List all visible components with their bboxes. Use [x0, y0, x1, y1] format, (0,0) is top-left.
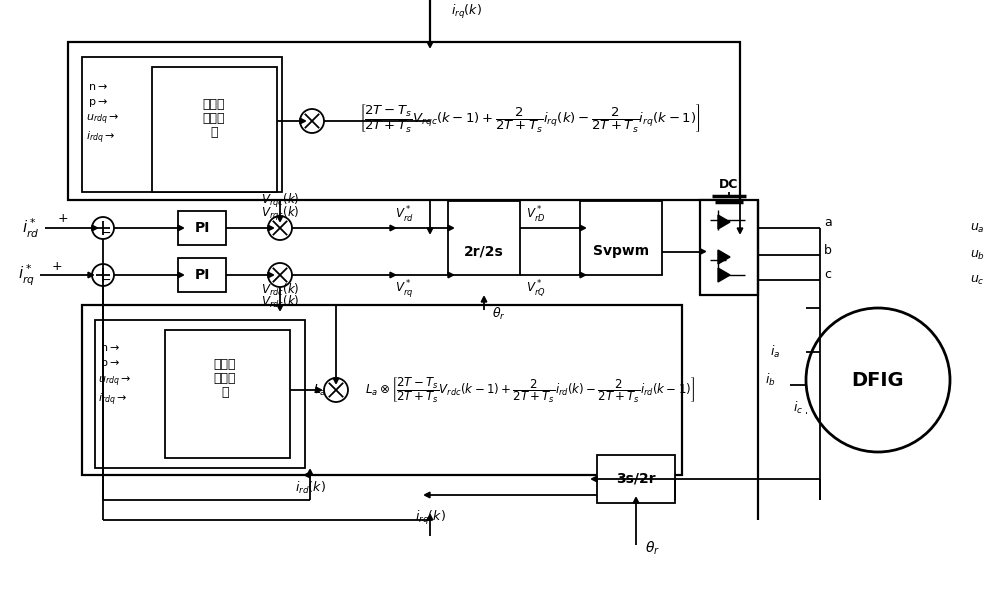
Text: 子群算: 子群算 — [203, 113, 225, 125]
Text: 随动粒: 随动粒 — [214, 358, 236, 370]
Bar — [178, 258, 226, 292]
Text: 法: 法 — [210, 126, 218, 140]
Text: PI: PI — [194, 268, 210, 282]
Text: a: a — [824, 217, 832, 229]
Polygon shape — [268, 272, 274, 278]
Polygon shape — [277, 305, 283, 311]
Text: $u_{rdq}$$\rightarrow$: $u_{rdq}$$\rightarrow$ — [98, 375, 131, 389]
Polygon shape — [300, 118, 306, 124]
Polygon shape — [92, 225, 98, 231]
Bar — [597, 455, 675, 503]
Text: $i_{rdq}$$\rightarrow$: $i_{rdq}$$\rightarrow$ — [86, 130, 115, 146]
Polygon shape — [268, 225, 274, 231]
Bar — [95, 320, 305, 468]
Polygon shape — [481, 296, 487, 302]
Polygon shape — [448, 272, 454, 278]
Text: $u_a$: $u_a$ — [970, 222, 985, 235]
Polygon shape — [427, 514, 433, 520]
Polygon shape — [737, 228, 743, 234]
Polygon shape — [307, 470, 313, 475]
Text: Svpwm: Svpwm — [593, 244, 649, 258]
Polygon shape — [277, 216, 283, 222]
Polygon shape — [633, 497, 639, 503]
Text: b: b — [824, 243, 832, 256]
Text: $\theta_r$: $\theta_r$ — [492, 306, 506, 322]
Text: DFIG: DFIG — [852, 370, 904, 389]
Polygon shape — [178, 272, 184, 278]
Text: $\left[\dfrac{2T-T_s}{2T+T_s}V_{rqc}(k-1)+\dfrac{2}{2T+T_s}i_{rq}(k)-\dfrac{2}{2: $\left[\dfrac{2T-T_s}{2T+T_s}V_{rqc}(k-1… — [359, 103, 701, 135]
Text: $V^*_{rq}$: $V^*_{rq}$ — [395, 278, 413, 300]
Text: $u_b$: $u_b$ — [970, 249, 985, 261]
Polygon shape — [580, 225, 586, 231]
Bar — [165, 330, 290, 458]
Text: $i_c$: $i_c$ — [793, 400, 803, 416]
Text: 3s/2r: 3s/2r — [616, 472, 656, 486]
Text: $L_a \otimes \left[\dfrac{2T-T_s}{2T+T_s}V_{rdc}(k-1)+\dfrac{2}{2T+T_s}i_{rd}(k): $L_a \otimes \left[\dfrac{2T-T_s}{2T+T_s… — [365, 375, 695, 405]
Bar — [178, 211, 226, 245]
Text: +: + — [58, 213, 68, 226]
Text: $V_{rdc}(k)$: $V_{rdc}(k)$ — [261, 282, 299, 298]
Polygon shape — [700, 249, 706, 254]
Text: $i_{rdq}$$\rightarrow$: $i_{rdq}$$\rightarrow$ — [98, 392, 127, 408]
Text: $i_b$: $i_b$ — [765, 372, 776, 388]
Text: $i_a$: $i_a$ — [770, 344, 780, 360]
Bar — [82, 57, 282, 192]
Text: p$\rightarrow$: p$\rightarrow$ — [88, 97, 108, 109]
Text: $V^*_{rd}$: $V^*_{rd}$ — [395, 205, 414, 225]
Text: n$\rightarrow$: n$\rightarrow$ — [100, 343, 120, 353]
Polygon shape — [718, 215, 730, 229]
Bar — [68, 42, 740, 200]
Text: 子群算: 子群算 — [214, 371, 236, 385]
Polygon shape — [88, 272, 94, 278]
Text: $i^*_{rq}$: $i^*_{rq}$ — [18, 262, 35, 288]
Bar — [700, 200, 758, 295]
Text: $V_{rdc}(k)$: $V_{rdc}(k)$ — [261, 294, 299, 310]
Text: c: c — [824, 268, 831, 282]
Polygon shape — [316, 387, 322, 393]
Bar — [82, 305, 682, 475]
Polygon shape — [718, 268, 730, 282]
Text: DC: DC — [719, 179, 739, 191]
Text: $V^*_{rQ}$: $V^*_{rQ}$ — [526, 279, 546, 299]
Text: $i^*_{rd}$: $i^*_{rd}$ — [22, 216, 39, 240]
Polygon shape — [427, 42, 433, 48]
Text: −: − — [101, 226, 111, 240]
Polygon shape — [427, 228, 433, 234]
Polygon shape — [424, 492, 430, 498]
Bar — [152, 67, 277, 192]
Text: $i_{rd}(k)$: $i_{rd}(k)$ — [295, 480, 325, 496]
Polygon shape — [718, 250, 730, 264]
Text: $i_{rq}(k)$: $i_{rq}(k)$ — [451, 3, 482, 21]
Text: 法: 法 — [221, 385, 229, 399]
Text: n$\rightarrow$: n$\rightarrow$ — [88, 82, 108, 92]
Text: PI: PI — [194, 221, 210, 235]
Text: $\theta_r$: $\theta_r$ — [645, 539, 660, 557]
Polygon shape — [304, 472, 310, 478]
Bar — [580, 201, 662, 275]
Text: 随动粒: 随动粒 — [203, 99, 225, 111]
Bar — [448, 201, 520, 275]
Text: $u_c$: $u_c$ — [970, 273, 985, 287]
Polygon shape — [448, 225, 454, 231]
Polygon shape — [178, 225, 184, 231]
Text: $V^*_{rD}$: $V^*_{rD}$ — [526, 205, 545, 225]
Polygon shape — [390, 225, 396, 231]
Text: $u_{rdq}$$\rightarrow$: $u_{rdq}$$\rightarrow$ — [86, 113, 119, 127]
Text: p$\rightarrow$: p$\rightarrow$ — [100, 358, 120, 370]
Polygon shape — [390, 272, 396, 278]
Polygon shape — [580, 272, 586, 278]
Text: 2r/2s: 2r/2s — [464, 244, 504, 258]
Text: $V_{rqc}(k)$: $V_{rqc}(k)$ — [261, 205, 299, 223]
Text: $i_{rq}(k)$: $i_{rq}(k)$ — [415, 509, 445, 527]
Polygon shape — [591, 476, 597, 482]
Text: −: − — [101, 273, 111, 287]
Text: $L_a$: $L_a$ — [313, 382, 327, 397]
Polygon shape — [333, 378, 339, 383]
Text: +: + — [52, 259, 62, 273]
Text: $V_{rqc}(k)$: $V_{rqc}(k)$ — [261, 192, 299, 210]
